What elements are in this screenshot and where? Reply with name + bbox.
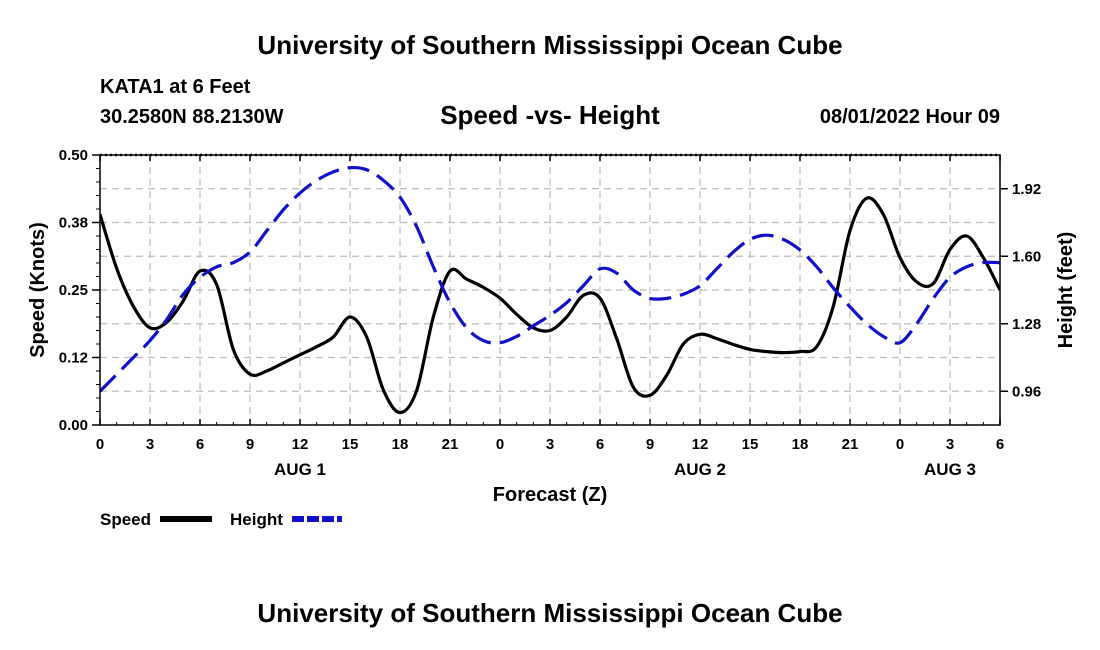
date-label: AUG 2 bbox=[674, 460, 726, 479]
chart-title: University of Southern Mississippi Ocean… bbox=[257, 30, 843, 60]
x-tick-label: 15 bbox=[342, 436, 359, 453]
x-tick-label: 0 bbox=[496, 436, 504, 453]
y-right-tick-label: 1.28 bbox=[1012, 316, 1041, 333]
y-right-axis-title: Height (feet) bbox=[1055, 232, 1077, 349]
y-left-tick-label: 0.25 bbox=[59, 282, 88, 299]
x-tick-label: 9 bbox=[646, 436, 654, 453]
y-right-tick-label: 1.60 bbox=[1012, 248, 1041, 265]
y-left-tick-label: 0.00 bbox=[59, 417, 88, 434]
x-tick-label: 0 bbox=[96, 436, 104, 453]
legend-label-height: Height bbox=[230, 510, 283, 529]
x-tick-label: 15 bbox=[742, 436, 759, 453]
series-layer bbox=[100, 165, 1000, 415]
x-axis-title: Forecast (Z) bbox=[493, 484, 607, 506]
station-coordinates: 30.2580N 88.2130W bbox=[100, 106, 284, 128]
x-tick-label: 21 bbox=[842, 436, 859, 453]
x-tick-label: 3 bbox=[946, 436, 954, 453]
x-tick-label: 18 bbox=[792, 436, 809, 453]
date-label: AUG 3 bbox=[924, 460, 976, 479]
legend: Speed Height bbox=[100, 510, 342, 529]
height-series-line bbox=[100, 165, 1000, 393]
x-tick-label: 12 bbox=[292, 436, 309, 453]
x-tick-label: 6 bbox=[596, 436, 604, 453]
station-name: KATA1 at 6 Feet bbox=[100, 76, 251, 98]
axis-labels: 0 3 6 9 12 15 18 21 0 3 6 9 12 15 18 21 0 3 6 0.00 0.12 0.25 0… bbox=[27, 147, 1077, 506]
forecast-datetime: 08/01/2022 Hour 09 bbox=[819, 106, 1000, 128]
x-tick-label: 3 bbox=[546, 436, 554, 453]
legend-label-speed: Speed bbox=[100, 510, 151, 529]
y-left-axis-title: Speed (Knots) bbox=[27, 222, 49, 358]
x-tick-label: 9 bbox=[246, 436, 254, 453]
footer-title: University of Southern Mississippi Ocean… bbox=[257, 598, 843, 628]
date-label: AUG 1 bbox=[274, 460, 326, 479]
x-tick-label: 6 bbox=[996, 436, 1004, 453]
x-tick-label: 3 bbox=[146, 436, 154, 453]
y-left-tick-label: 0.38 bbox=[59, 215, 88, 232]
speed-series-line bbox=[100, 196, 1000, 415]
y-left-tick-label: 0.50 bbox=[59, 147, 88, 164]
ticks bbox=[92, 154, 1008, 426]
speed-height-chart: 0 3 6 9 12 15 18 21 0 3 6 9 12 15 18 21 0 3 6 0.00 0.12 0.25 0… bbox=[27, 147, 1077, 529]
y-right-tick-label: 1.92 bbox=[1012, 181, 1041, 198]
y-right-tick-label: 0.96 bbox=[1012, 383, 1041, 400]
x-tick-label: 0 bbox=[896, 436, 904, 453]
grid bbox=[100, 153, 1000, 425]
x-tick-label: 21 bbox=[442, 436, 459, 453]
x-tick-label: 12 bbox=[692, 436, 709, 453]
x-tick-label: 18 bbox=[392, 436, 409, 453]
chart-subtitle: Speed -vs- Height bbox=[440, 100, 660, 130]
y-left-tick-label: 0.12 bbox=[59, 350, 88, 367]
x-tick-label: 6 bbox=[196, 436, 204, 453]
